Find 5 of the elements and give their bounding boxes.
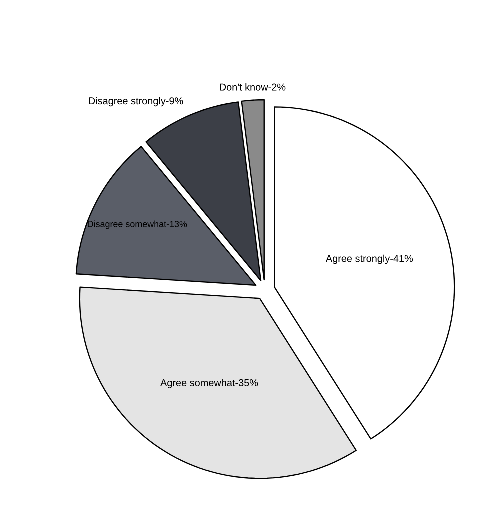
slice-label: Disagree strongly-9% (89, 97, 184, 107)
slice-label: Agree somewhat-35% (160, 379, 258, 388)
slice-label: Agree strongly-41% (326, 254, 414, 264)
slice-label: Disagree somewhat-13% (88, 220, 188, 230)
slice-label: Don't know-2% (220, 84, 286, 91)
